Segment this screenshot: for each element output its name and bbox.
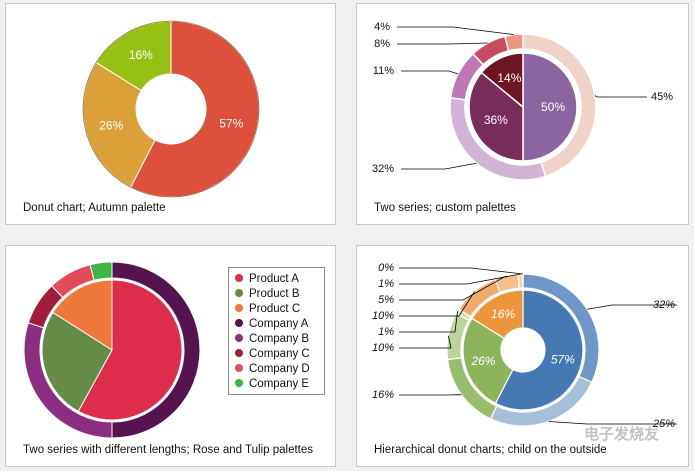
- two-series-custom-panel: 50% 36% 14% 45% 32% 11% 8% 4% Two series; custo…: [356, 3, 689, 225]
- data-label: 5%: [378, 294, 394, 306]
- data-label: 14%: [497, 71, 521, 85]
- donut-slice: [522, 52, 578, 162]
- legend-item: Company D: [235, 362, 324, 377]
- data-label: 1%: [378, 326, 394, 338]
- donut-slice: [77, 279, 183, 421]
- legend-item: Product B: [235, 287, 324, 302]
- legend-dot-icon: [235, 334, 243, 342]
- data-label: 50%: [541, 100, 565, 114]
- data-label: 45%: [651, 91, 673, 103]
- donut-slice: [480, 52, 524, 109]
- donut-slice: [462, 317, 514, 405]
- legend-dot-icon: [235, 304, 243, 312]
- data-label: 36%: [484, 113, 508, 127]
- data-label: 26%: [470, 354, 495, 368]
- chart-caption: Donut chart; Autumn palette: [23, 202, 166, 214]
- donut-autumn-chart: 57% 26% 16%: [82, 20, 260, 198]
- leader-line: [548, 421, 677, 425]
- leader-line: [399, 311, 458, 333]
- donut-slice: [494, 289, 584, 411]
- leader-line: [401, 162, 477, 170]
- data-label: 11%: [373, 65, 394, 77]
- legend-dot-icon: [235, 379, 243, 387]
- watermark: 电子发烧友: [584, 425, 660, 443]
- hierarchical-donut-panel: 57% 26% 16% 32% 25% 16% 10% 1% 10% 5% 1% 0% Hierarc…: [356, 245, 689, 467]
- legend-item: Product A: [235, 272, 324, 287]
- legend-dot-icon: [235, 349, 243, 357]
- leader-line: [397, 26, 514, 35]
- leader-line: [399, 267, 524, 275]
- chart-caption: Two series with different lengths; Rose …: [23, 444, 314, 456]
- leader-line: [399, 273, 521, 285]
- legend-item: Product C: [235, 302, 324, 317]
- donut-slice: [52, 279, 113, 351]
- donut-slice: [503, 33, 524, 52]
- data-label: 10%: [372, 310, 394, 322]
- donut-slice: [41, 311, 113, 413]
- legend-item: Company B: [235, 332, 324, 347]
- data-label: 8%: [374, 38, 390, 50]
- chart-caption: Hierarchical donut charts; child on the …: [374, 444, 607, 456]
- leader-line: [399, 291, 475, 317]
- legend-dot-icon: [235, 319, 243, 327]
- data-label: 57%: [219, 117, 243, 131]
- donut-slice: [468, 71, 524, 162]
- donut-autumn-panel: 57% 26% 16% Donut chart; Autumn palette: [5, 3, 336, 225]
- legend-item: Company C: [235, 347, 324, 362]
- data-label: 16%: [372, 389, 394, 401]
- data-label: 25%: [652, 418, 675, 430]
- leader-line: [399, 335, 452, 349]
- leader-line: [587, 304, 677, 310]
- leader-line: [401, 70, 459, 75]
- donut-outline: [82, 20, 260, 198]
- data-label: 57%: [551, 353, 575, 367]
- chart-legend: Product A Product B Product C Company A …: [228, 267, 325, 395]
- leader-line: [399, 275, 507, 301]
- data-label: 32%: [653, 299, 675, 311]
- donut-slice: [517, 273, 524, 289]
- data-label: 16%: [491, 307, 515, 321]
- legend-dot-icon: [235, 364, 243, 372]
- leader-line: [594, 95, 647, 98]
- chart-caption: Two series; custom palettes: [374, 202, 516, 214]
- donut-slice: [89, 261, 113, 281]
- two-series-custom-chart: 50% 36% 14% 45% 32% 11% 8% 4%: [372, 21, 673, 181]
- legend-dot-icon: [235, 289, 243, 297]
- data-label: 1%: [378, 278, 394, 290]
- rose-tulip-chart: [23, 261, 201, 439]
- data-label: 10%: [372, 342, 394, 354]
- leader-line: [397, 42, 488, 45]
- data-label: 26%: [99, 119, 123, 133]
- hierarchical-donut-chart: 57% 26% 16% 32% 25% 16% 10% 1% 10% 5% 1% 0%: [372, 262, 677, 430]
- legend-dot-icon: [235, 274, 243, 282]
- legend-item: Company A: [235, 317, 324, 332]
- data-label: 0%: [378, 262, 394, 274]
- data-label: 32%: [372, 163, 394, 175]
- data-label: 16%: [129, 48, 153, 62]
- data-label: 4%: [374, 21, 390, 33]
- donut-slice: [471, 289, 524, 340]
- legend-item: Company E: [235, 377, 324, 392]
- rose-tulip-panel: Product A Product B Product C Company A …: [5, 245, 336, 467]
